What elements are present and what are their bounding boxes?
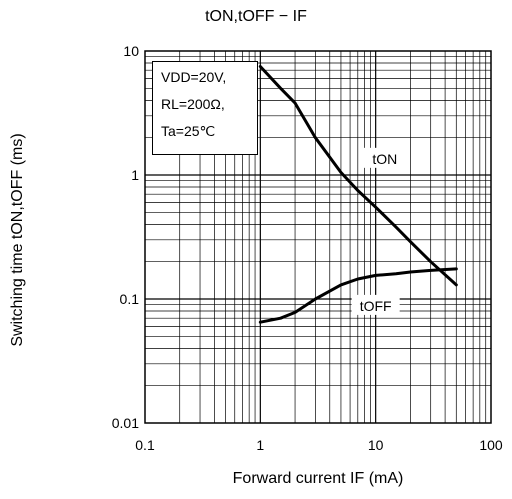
y-tick-label: 1 bbox=[131, 167, 139, 183]
x-axis-label: Forward current IF (mA) bbox=[232, 470, 404, 487]
series-label-ton: tON bbox=[372, 151, 397, 167]
series-line-ton bbox=[258, 65, 458, 287]
series-label-bg bbox=[351, 294, 400, 315]
x-tick-label: 10 bbox=[368, 437, 384, 453]
condition-vdd: VDD=20V, bbox=[161, 69, 227, 85]
y-tick-label: 10 bbox=[123, 43, 139, 59]
chart-title: tON,tOFF − IF bbox=[205, 8, 307, 25]
x-tick-label: 100 bbox=[479, 437, 503, 453]
condition-ta: Ta=25℃ bbox=[161, 123, 216, 139]
x-tick-label: 0.1 bbox=[135, 437, 155, 453]
plot-frame bbox=[144, 50, 492, 424]
y-tick-label: 0.1 bbox=[120, 291, 140, 307]
series-label-toff: tOFF bbox=[360, 298, 392, 314]
x-tick-label: 1 bbox=[256, 437, 264, 453]
series-label-bg bbox=[360, 147, 409, 168]
y-tick-label: 0.01 bbox=[112, 415, 139, 431]
condition-rl: RL=200Ω, bbox=[161, 96, 225, 112]
series-line-toff bbox=[258, 267, 458, 324]
conditions-box: VDD=20V, RL=200Ω, Ta=25℃ bbox=[152, 61, 258, 155]
